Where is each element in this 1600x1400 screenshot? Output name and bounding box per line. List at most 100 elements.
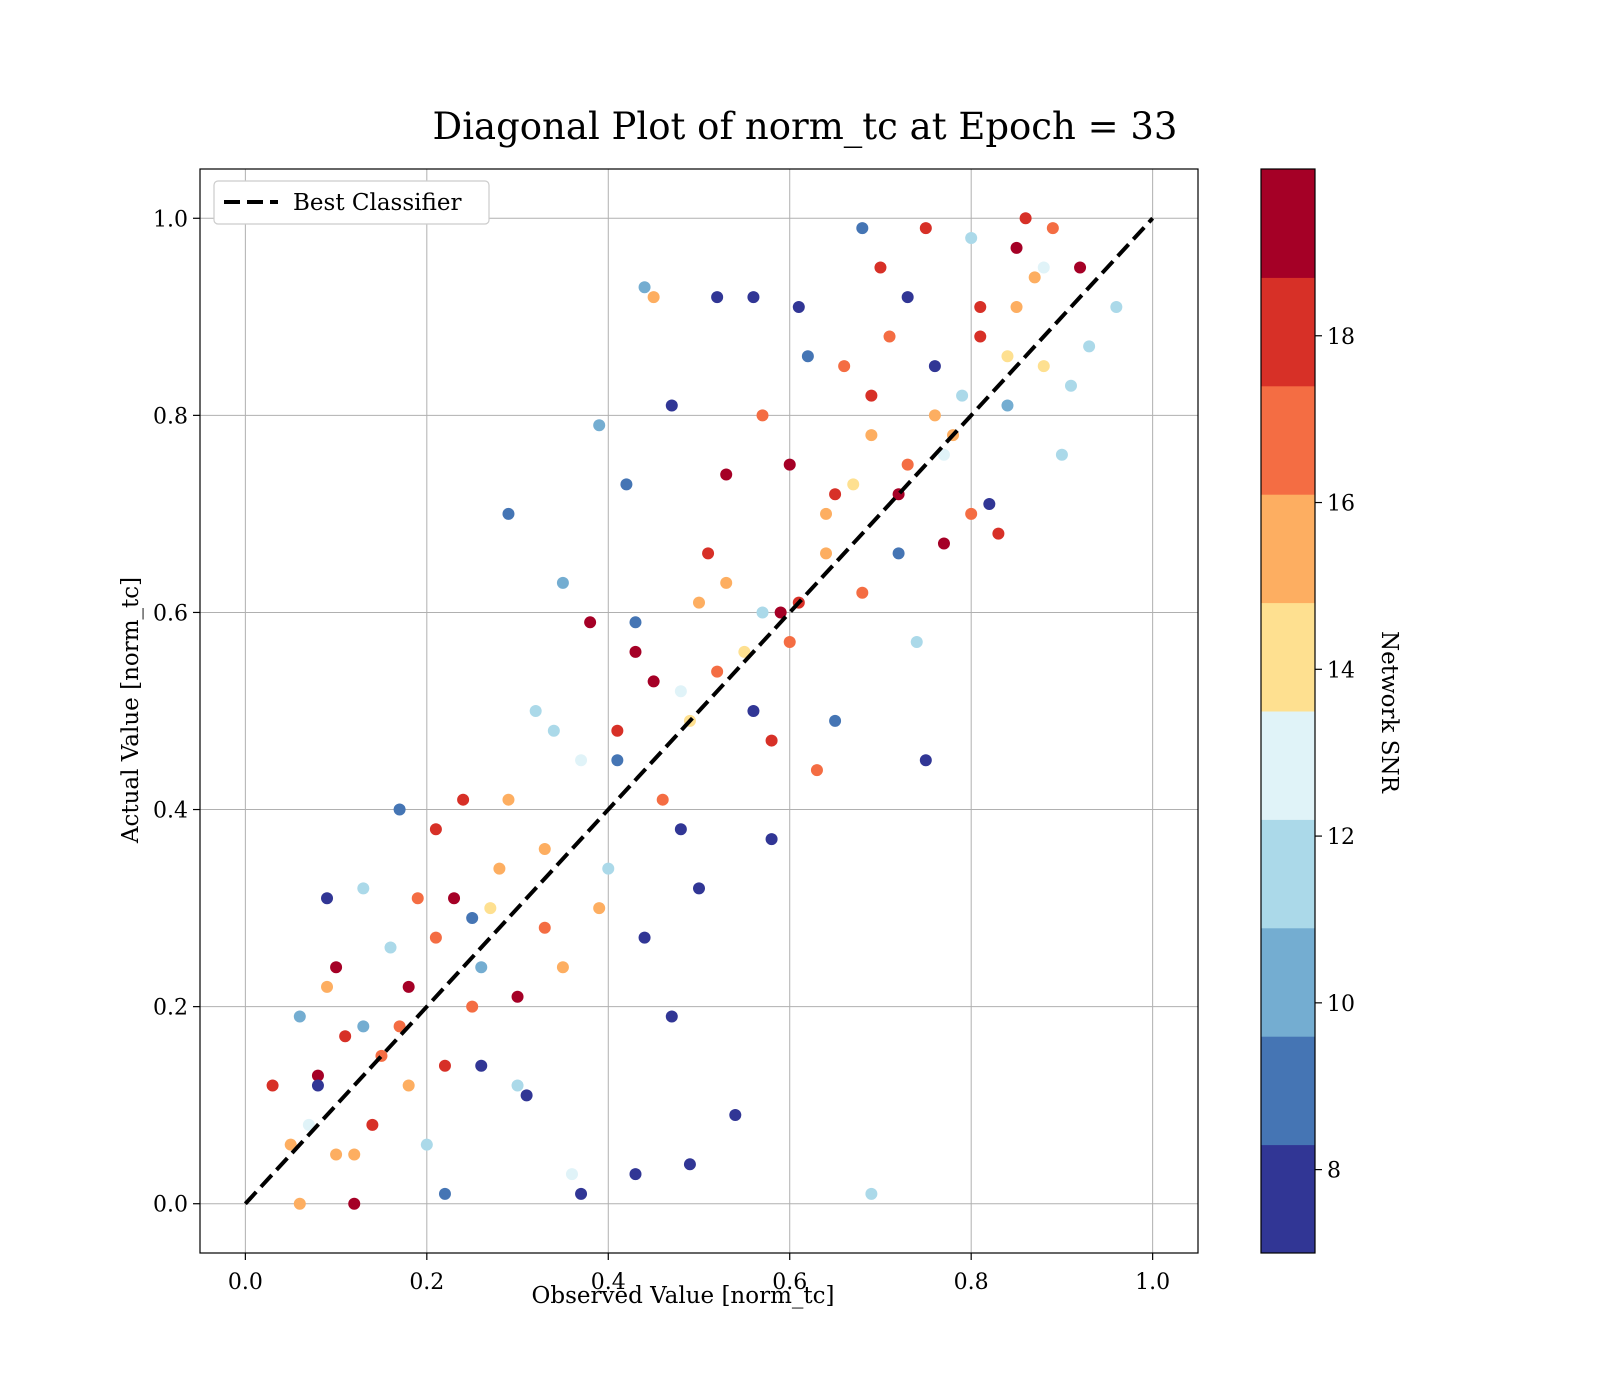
- x-axis-title: Observed Value [norm_tc]: [532, 1283, 835, 1309]
- data-point: [302, 1118, 315, 1131]
- data-point: [311, 1069, 324, 1082]
- colorbar-tick-label: 18: [1327, 325, 1355, 350]
- data-point: [1037, 261, 1050, 274]
- y-tick-label: 0.0: [153, 1193, 188, 1218]
- colorbar-segment: [1261, 819, 1315, 929]
- data-point: [674, 823, 687, 836]
- data-point: [511, 990, 524, 1003]
- data-point: [511, 1079, 524, 1092]
- data-point: [937, 448, 950, 461]
- data-point: [1019, 212, 1032, 225]
- data-point: [1001, 399, 1014, 412]
- data-point: [829, 714, 842, 727]
- data-point: [810, 764, 823, 777]
- data-point: [520, 1089, 533, 1102]
- data-point: [1055, 448, 1068, 461]
- colorbar-tick-label: 12: [1327, 825, 1355, 850]
- data-point: [720, 576, 733, 589]
- data-point: [629, 1168, 642, 1181]
- data-point: [937, 537, 950, 550]
- data-point: [475, 1059, 488, 1072]
- data-point: [838, 360, 851, 373]
- data-point: [575, 1187, 588, 1200]
- colorbar-tick-label: 10: [1327, 992, 1355, 1017]
- data-point: [856, 586, 869, 599]
- data-point: [293, 1197, 306, 1210]
- data-point: [330, 1148, 343, 1161]
- data-point: [393, 803, 406, 816]
- data-point: [965, 507, 978, 520]
- best-classifier-line: [243, 216, 1155, 1206]
- colorbar-segment: [1261, 494, 1315, 604]
- data-point: [1001, 350, 1014, 363]
- data-point: [856, 222, 869, 235]
- data-point: [629, 645, 642, 658]
- y-tick-label: 0.8: [153, 404, 188, 429]
- data-point: [638, 931, 651, 944]
- data-point: [1110, 300, 1123, 313]
- data-point: [357, 882, 370, 895]
- data-point: [919, 222, 932, 235]
- colorbar-tick-label: 16: [1327, 492, 1355, 517]
- data-point: [475, 961, 488, 974]
- data-point: [311, 1079, 324, 1092]
- data-point: [466, 911, 479, 924]
- legend: Best Classifier: [213, 180, 490, 225]
- data-point: [901, 458, 914, 471]
- data-point: [593, 902, 606, 915]
- colorbar-segment: [1261, 1144, 1315, 1254]
- data-point: [647, 291, 660, 304]
- data-point: [1010, 300, 1023, 313]
- colorbar-tick-label: 14: [1327, 658, 1355, 683]
- colorbar-segment: [1261, 385, 1315, 495]
- data-point: [629, 616, 642, 629]
- data-point: [402, 980, 415, 993]
- data-point: [502, 507, 515, 520]
- colorbar-segment: [1261, 277, 1315, 387]
- data-point: [366, 1118, 379, 1131]
- data-point: [547, 724, 560, 737]
- data-point: [420, 1138, 433, 1151]
- data-point: [792, 300, 805, 313]
- data-point: [1064, 379, 1077, 392]
- colorbar-segment: [1261, 1036, 1315, 1146]
- data-point: [1074, 261, 1087, 274]
- data-point: [484, 902, 497, 915]
- y-tick-label: 0.2: [153, 996, 188, 1021]
- legend-box: [213, 180, 490, 225]
- y-axis-title: Actual Value [norm_tc]: [118, 577, 144, 844]
- data-point: [357, 1020, 370, 1033]
- x-tick-label: 1.0: [1135, 1270, 1170, 1295]
- data-point: [429, 823, 442, 836]
- points-layer: [266, 212, 1123, 1210]
- data-point: [602, 862, 615, 875]
- data-point: [783, 636, 796, 649]
- data-point: [683, 1158, 696, 1171]
- x-axis-ticks: 0.0 0.2 0.4 0.6 0.8 1.0: [228, 1253, 1170, 1295]
- data-point: [611, 724, 624, 737]
- data-point: [466, 1000, 479, 1013]
- data-point: [266, 1079, 279, 1092]
- data-point: [965, 231, 978, 244]
- data-point: [756, 606, 769, 619]
- data-point: [711, 665, 724, 678]
- data-point: [339, 1030, 352, 1043]
- y-tick-label: 0.4: [153, 799, 188, 824]
- data-point: [402, 1079, 415, 1092]
- x-tick-label: 0.8: [954, 1270, 989, 1295]
- data-point: [693, 596, 705, 609]
- colorbar-tick-label: 8: [1327, 1159, 1341, 1184]
- data-point: [874, 261, 887, 274]
- x-tick-label: 0.4: [591, 1270, 626, 1295]
- colorbar-segment: [1261, 602, 1315, 712]
- data-point: [956, 389, 969, 402]
- data-point: [348, 1197, 361, 1210]
- data-point: [620, 478, 633, 491]
- data-point: [1037, 360, 1050, 373]
- data-point: [429, 931, 442, 944]
- data-point: [384, 941, 397, 954]
- data-point: [774, 606, 787, 619]
- data-point: [1083, 340, 1096, 353]
- data-point: [656, 793, 669, 806]
- data-point: [892, 547, 905, 560]
